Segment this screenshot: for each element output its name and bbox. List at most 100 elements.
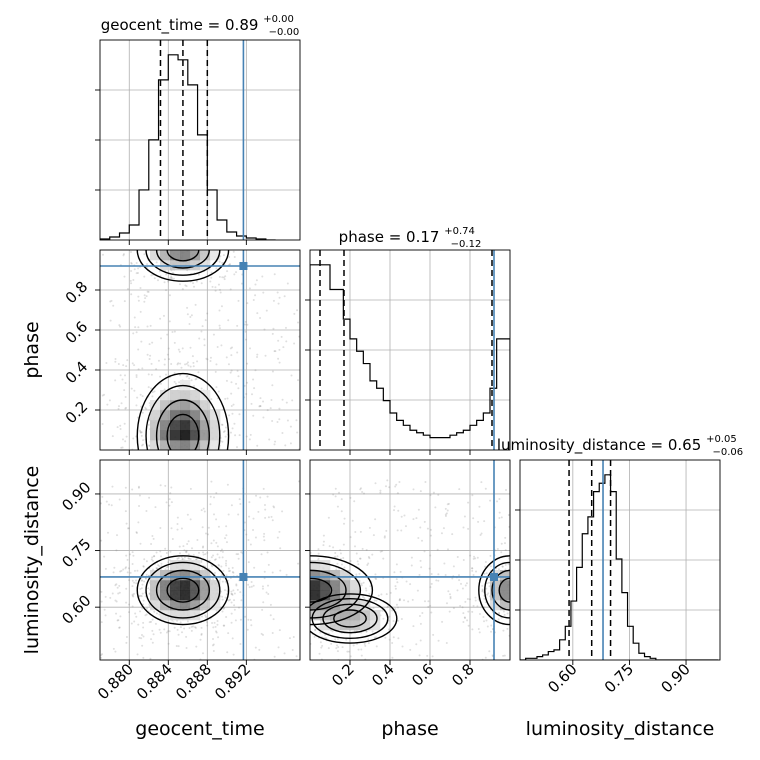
sample-point xyxy=(482,616,485,619)
sample-point xyxy=(226,483,229,486)
sample-point xyxy=(521,604,523,606)
sample-point xyxy=(155,261,158,264)
density-cell xyxy=(160,420,171,431)
sample-point xyxy=(150,558,153,561)
sample-point xyxy=(222,240,224,242)
sample-point xyxy=(428,567,431,570)
sample-point xyxy=(217,563,220,566)
sample-point xyxy=(140,595,143,598)
sample-point xyxy=(248,515,251,518)
y-tick-label-luminosity_distance: 0.60 xyxy=(58,591,94,627)
sample-point xyxy=(145,295,148,298)
sample-point xyxy=(168,358,171,361)
sample-point xyxy=(221,440,224,443)
sample-point xyxy=(515,575,517,577)
sample-point xyxy=(187,235,189,237)
sample-point xyxy=(122,364,125,367)
sample-point xyxy=(216,553,219,556)
sample-point xyxy=(512,581,514,583)
sample-point xyxy=(189,346,192,349)
sample-point xyxy=(152,633,155,636)
sample-point xyxy=(391,609,394,612)
sample-point xyxy=(261,587,264,590)
sample-point xyxy=(144,614,147,617)
sample-point xyxy=(502,629,505,632)
sample-point xyxy=(485,619,488,622)
sample-point xyxy=(178,381,181,384)
sample-point xyxy=(266,571,268,573)
sample-point xyxy=(187,553,190,556)
sample-point xyxy=(148,472,150,474)
sample-point xyxy=(483,597,486,600)
sample-point xyxy=(155,567,158,570)
sample-point xyxy=(114,650,117,653)
sample-point xyxy=(214,194,216,196)
sample-point xyxy=(266,409,269,412)
sample-point xyxy=(248,287,251,290)
sample-point xyxy=(127,527,130,530)
sample-point xyxy=(170,527,173,530)
sample-point xyxy=(545,581,547,583)
sample-point xyxy=(430,611,433,614)
sample-point xyxy=(280,335,283,338)
sample-point xyxy=(240,599,243,602)
sample-point xyxy=(361,595,364,598)
sample-point xyxy=(484,487,487,490)
sample-point xyxy=(137,244,139,246)
sample-point xyxy=(359,488,362,491)
sample-point xyxy=(118,247,120,249)
sample-point xyxy=(189,487,192,490)
sample-point xyxy=(293,573,295,575)
sample-point xyxy=(179,621,182,624)
sample-point xyxy=(150,243,152,245)
sample-point xyxy=(498,497,501,500)
sample-point xyxy=(483,572,486,575)
sample-point xyxy=(198,229,200,231)
sample-point xyxy=(143,294,146,297)
sample-point xyxy=(521,573,523,575)
sample-point xyxy=(162,452,164,454)
density-cell xyxy=(190,600,201,611)
sample-point xyxy=(374,577,377,580)
sample-point xyxy=(153,230,155,232)
sample-point xyxy=(152,555,155,558)
sample-point xyxy=(169,471,171,473)
sample-point xyxy=(103,393,106,396)
sample-point xyxy=(151,559,154,562)
sample-point xyxy=(340,563,343,566)
sample-point xyxy=(446,503,449,506)
sample-point xyxy=(196,227,198,229)
sample-point xyxy=(272,618,275,621)
sample-point xyxy=(278,581,280,583)
sample-point xyxy=(367,642,370,645)
sample-point xyxy=(522,620,524,622)
sample-point xyxy=(150,235,152,237)
sample-point xyxy=(221,550,224,553)
sample-point xyxy=(153,277,156,280)
sample-point xyxy=(463,616,466,619)
sample-point xyxy=(176,528,179,531)
sample-point xyxy=(528,591,530,593)
sample-point xyxy=(167,246,169,248)
density-cell xyxy=(180,590,191,601)
sample-point xyxy=(129,553,132,556)
sample-point xyxy=(137,295,140,298)
sample-point xyxy=(170,216,172,218)
sample-point xyxy=(524,589,526,591)
sample-point xyxy=(164,484,167,487)
density-cell xyxy=(310,590,321,601)
sample-point xyxy=(256,444,259,447)
sample-point xyxy=(471,569,474,572)
sample-point xyxy=(511,590,513,592)
sample-point xyxy=(129,250,132,253)
sample-point xyxy=(409,583,412,586)
sample-point xyxy=(293,312,296,315)
sample-point xyxy=(385,529,388,532)
sample-point xyxy=(147,386,150,389)
sample-point xyxy=(140,637,143,640)
sample-point xyxy=(388,638,391,641)
sample-point xyxy=(533,564,535,566)
sample-point xyxy=(120,402,123,405)
sample-point xyxy=(302,601,304,603)
sample-point xyxy=(251,598,253,600)
